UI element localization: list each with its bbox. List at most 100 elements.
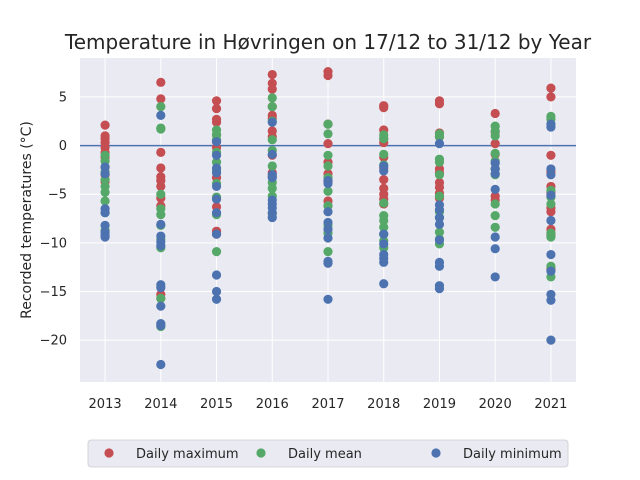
data-point — [156, 283, 166, 293]
data-point — [211, 150, 222, 160]
legend-label: Daily minimum — [463, 447, 562, 462]
legend-label: Daily mean — [288, 447, 362, 462]
data-point — [546, 92, 556, 102]
data-point — [211, 270, 222, 280]
data-point — [156, 210, 166, 220]
data-point — [546, 122, 556, 132]
legend: Daily maximum Daily mean Daily minimum — [87, 439, 569, 468]
data-point — [379, 166, 389, 176]
data-point — [323, 178, 333, 189]
data-point — [434, 157, 445, 167]
x-tick-label: 2019 — [423, 397, 456, 412]
data-point — [434, 212, 445, 223]
data-point — [546, 207, 556, 217]
legend-marker — [431, 448, 441, 458]
data-point — [546, 83, 556, 93]
data-point — [100, 208, 110, 218]
data-point — [267, 93, 277, 103]
data-point — [490, 211, 500, 221]
data-point — [490, 244, 500, 254]
data-point — [490, 222, 500, 232]
data-point — [323, 217, 333, 228]
data-point — [267, 69, 277, 80]
x-tick-label: 2014 — [144, 397, 177, 412]
data-point — [156, 163, 166, 173]
data-point — [546, 150, 556, 160]
y-tick-label: 0 — [59, 139, 67, 154]
legend-items: Daily maximum Daily mean Daily minimum — [104, 447, 562, 462]
data-point — [211, 181, 222, 192]
data-point — [379, 175, 389, 185]
data-point — [546, 295, 556, 305]
data-point — [211, 96, 222, 106]
data-point — [323, 70, 333, 81]
data-point — [156, 102, 166, 112]
x-tick-label: 2016 — [256, 397, 289, 412]
data-point — [379, 149, 389, 159]
data-point — [379, 279, 389, 289]
data-point — [267, 135, 277, 145]
data-point — [490, 232, 500, 242]
data-point — [211, 168, 222, 178]
data-point — [100, 120, 110, 130]
data-point — [546, 335, 556, 345]
data-point — [156, 77, 166, 87]
data-point — [379, 103, 389, 113]
data-point — [156, 189, 166, 199]
y-tick-labels: 5 0 −5 −10 −15 −20 — [40, 90, 67, 348]
series-daily-minimum — [100, 110, 556, 370]
data-point — [546, 170, 556, 180]
data-point — [490, 272, 500, 282]
x-tick-label: 2018 — [367, 397, 400, 412]
data-point — [434, 219, 445, 229]
data-point — [546, 215, 556, 226]
data-point — [323, 150, 333, 160]
data-point — [100, 187, 110, 197]
chart-title: Temperature in Høvringen on 17/12 to 31/… — [64, 30, 592, 54]
data-point — [211, 117, 222, 127]
data-point — [267, 102, 277, 112]
data-point — [323, 186, 333, 196]
legend-entry: Daily minimum — [431, 447, 562, 462]
data-point — [434, 170, 445, 180]
y-tick-label: −20 — [40, 334, 67, 349]
data-point — [490, 148, 500, 158]
y-tick-label: 5 — [59, 90, 67, 105]
data-point — [490, 108, 500, 119]
x-tick-label: 2020 — [479, 397, 512, 412]
data-point — [323, 139, 333, 149]
data-point — [156, 359, 166, 370]
x-tick-label: 2021 — [534, 397, 567, 412]
data-point — [323, 224, 333, 234]
data-point — [156, 94, 166, 104]
legend-entry: Daily maximum — [104, 447, 239, 462]
data-point — [434, 261, 445, 271]
data-point — [323, 207, 333, 217]
data-point — [211, 194, 222, 204]
data-point — [379, 134, 389, 144]
x-tick-labels: 2013 2014 2015 2016 2017 2018 2019 2020 2021 — [89, 397, 568, 412]
data-point — [156, 147, 166, 157]
data-point — [156, 110, 166, 121]
data-point — [211, 294, 222, 304]
data-point — [546, 232, 556, 242]
data-point — [211, 103, 222, 114]
x-tick-label: 2013 — [89, 397, 122, 412]
data-point — [267, 84, 277, 94]
data-point — [156, 301, 166, 311]
data-point — [156, 124, 166, 134]
data-point — [156, 241, 166, 251]
data-point — [434, 132, 445, 142]
data-point — [267, 173, 277, 183]
data-point — [323, 119, 333, 129]
data-point — [434, 283, 445, 294]
data-point — [379, 257, 389, 267]
data-point — [267, 161, 277, 171]
y-tick-label: −5 — [48, 188, 67, 203]
data-point — [156, 181, 166, 192]
data-point — [434, 191, 445, 201]
data-point — [379, 222, 389, 232]
data-point — [379, 198, 389, 208]
data-point — [156, 293, 166, 303]
